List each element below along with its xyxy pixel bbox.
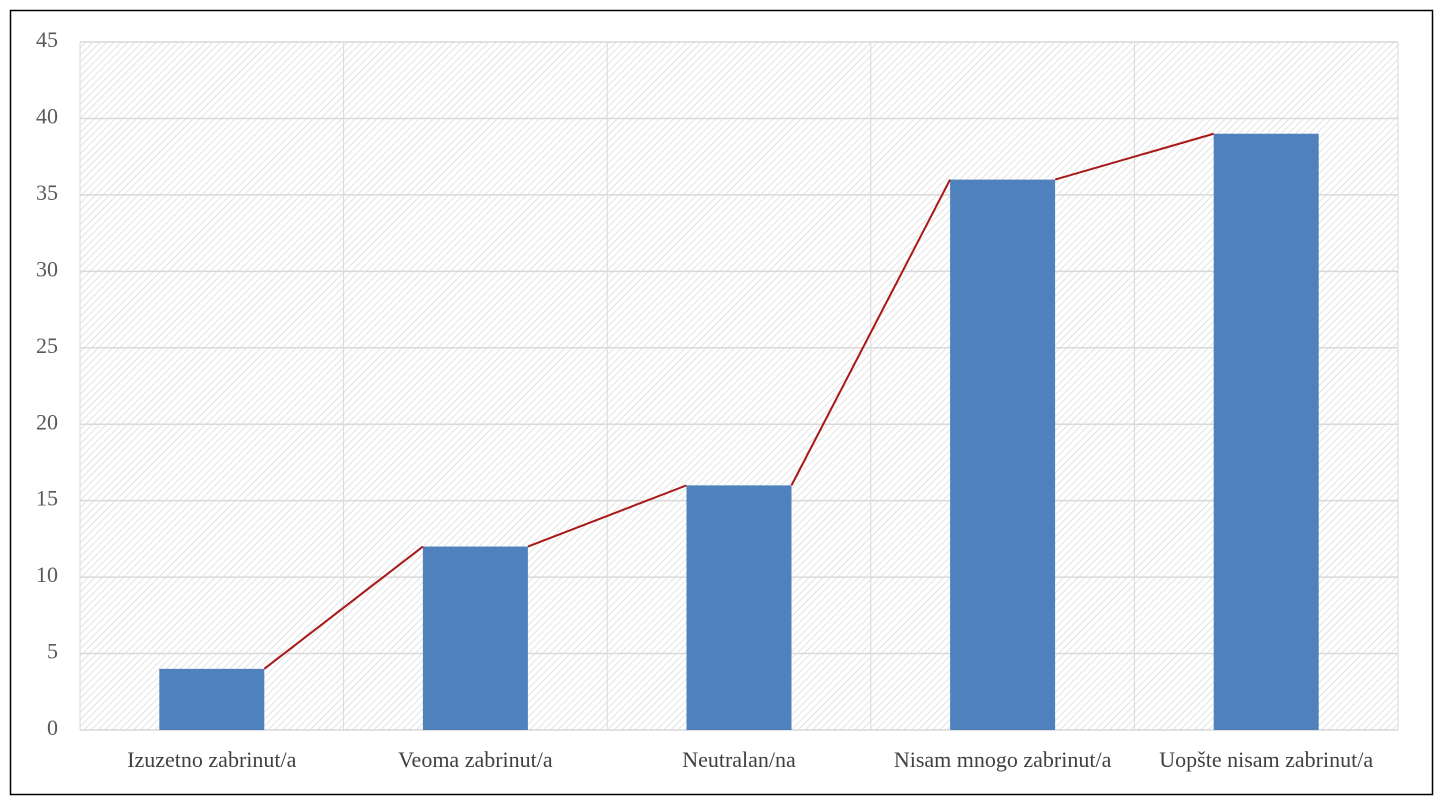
bar — [159, 668, 265, 730]
connector-line — [1054, 132, 1214, 181]
y-tick-label: 5 — [47, 639, 58, 664]
y-tick-label: 30 — [36, 256, 58, 281]
connector-line — [263, 545, 424, 670]
y-tick-label: 40 — [36, 103, 58, 128]
x-tick-label: Izuzetno zabrinut/a — [127, 747, 296, 772]
x-tick-label: Neutralan/na — [682, 747, 796, 772]
y-tick-label: 25 — [36, 333, 58, 358]
y-tick-label: 35 — [36, 180, 58, 205]
bar — [950, 179, 1056, 731]
x-tick-label: Veoma zabrinut/a — [398, 747, 553, 772]
x-tick-label: Uopšte nisam zabrinut/a — [1159, 747, 1373, 772]
y-tick-label: 10 — [36, 562, 58, 587]
y-tick-label: 15 — [36, 486, 58, 511]
y-tick-label: 0 — [47, 715, 58, 740]
x-tick-label: Nisam mnogo zabrinut/a — [894, 747, 1112, 772]
y-tick-label: 45 — [36, 27, 58, 52]
bar — [686, 485, 792, 730]
bar — [422, 546, 528, 730]
connector-line — [790, 179, 951, 486]
y-tick-label: 20 — [36, 409, 58, 434]
connector-line — [527, 484, 687, 548]
bar — [1213, 133, 1319, 730]
